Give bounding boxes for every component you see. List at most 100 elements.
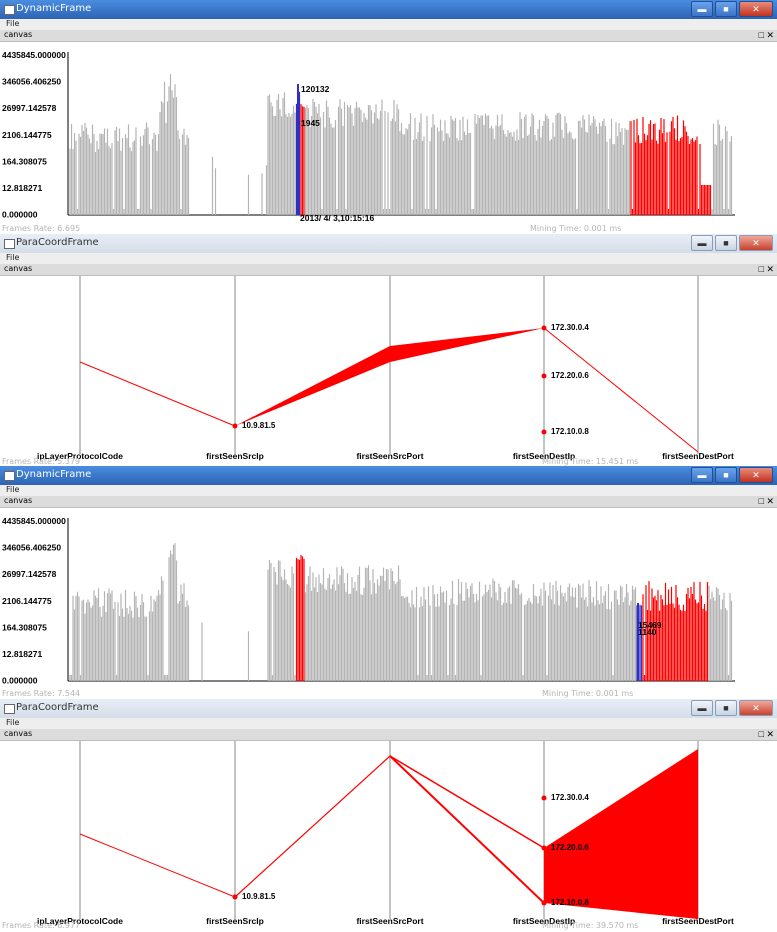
point-label: 172.10.0.8 (551, 427, 589, 436)
dynamic-frame-window-2: DynamicFrame ▬ ■ ✕ File canvas □ ✕ 44358… (0, 466, 777, 699)
y-tick-label: 346056.406250 (2, 543, 61, 553)
axis-point (541, 795, 547, 801)
axis-label: firstSeenDestIp (513, 451, 575, 461)
axis-label: firstSeenDestPort (662, 916, 734, 926)
axis-point (232, 894, 238, 900)
bars-group (69, 74, 733, 215)
axis-label: firstSeenDestIp (513, 916, 575, 926)
panel-restore-button[interactable]: □ (758, 496, 764, 506)
close-button[interactable]: ✕ (739, 1, 773, 17)
polyline (389, 755, 545, 904)
polyline (389, 755, 545, 849)
bar-chart[interactable]: 4435845.000000 346056.406250 26997.142578 2… (0, 42, 777, 227)
y-tick-label: 0.000000 (2, 676, 38, 686)
minimize-button[interactable]: ▬ (691, 235, 713, 251)
y-tick-label: 4435845.000000 (2, 50, 66, 60)
paracoord-frame-window-1: ParaCoordFrame ▬ ■ ✕ File canvas □ ✕ ipL… (0, 234, 777, 466)
point-label: 172.20.0.6 (551, 371, 589, 380)
close-button[interactable]: ✕ (739, 467, 773, 483)
dynamic-frame-window-1: DynamicFrame ▬ ■ ✕ File canvas □ ✕ 44358… (0, 0, 777, 234)
title-bar[interactable]: ParaCoordFrame ▬ ■ ✕ (0, 234, 777, 253)
point-label: 172.30.0.4 (551, 793, 589, 802)
paracoord-frame-window-2: ParaCoordFrame ▬ ■ ✕ File canvas □ ✕ ipL… (0, 699, 777, 932)
polyline (234, 755, 391, 898)
y-tick-label: 2106.144775 (2, 596, 52, 606)
point-label: 10.9.81.5 (242, 892, 276, 901)
close-button[interactable]: ✕ (739, 700, 773, 716)
canvas-header: canvas □ ✕ (0, 729, 777, 741)
cursor-label: 15469 (638, 620, 662, 630)
mining-time: Mining Time: 15.451 ms (542, 457, 639, 466)
mining-time: Mining Time: 39.570 ms (542, 921, 639, 930)
menu-bar: File (0, 718, 777, 729)
panel-restore-button[interactable]: □ (758, 729, 764, 739)
window-title: ParaCoordFrame (16, 237, 99, 248)
window-icon (4, 471, 15, 481)
y-tick-label: 12.818271 (2, 649, 42, 659)
panel-close-button[interactable]: ✕ (766, 729, 774, 739)
polyline (543, 327, 699, 453)
timestamp-label: 2013/ 4/ 3,10:15:16 (300, 213, 374, 223)
axis-point (541, 900, 547, 906)
minimize-button[interactable]: ▬ (691, 467, 713, 483)
parallel-coordinates-plot[interactable]: ipLayerProtocolCode firstSeenSrcIp firstSe… (0, 276, 777, 466)
maximize-button[interactable]: ■ (715, 1, 737, 17)
cursor-label: 1945 (301, 118, 320, 128)
y-tick-label: 164.308075 (2, 622, 47, 632)
axis-point (541, 845, 547, 851)
y-tick-label: 2106.144775 (2, 130, 52, 140)
cursor-label: 120132 (301, 84, 330, 94)
cursor-label: 1140 (638, 627, 657, 637)
canvas-label: canvas (4, 30, 33, 39)
y-tick-label: 0.000000 (2, 210, 38, 220)
panel-restore-button[interactable]: □ (758, 264, 764, 274)
y-tick-label: 12.818271 (2, 183, 42, 193)
menu-file[interactable]: File (6, 253, 20, 262)
title-bar[interactable]: DynamicFrame ▬ ■ ✕ (0, 466, 777, 485)
y-tick-label: 346056.406250 (2, 77, 61, 87)
y-tick-label: 26997.142578 (2, 103, 57, 113)
minimize-button[interactable]: ▬ (691, 700, 713, 716)
axis-label: firstSeenDestPort (662, 451, 734, 461)
canvas-label: canvas (4, 496, 33, 505)
menu-bar: File (0, 485, 777, 496)
window-icon (4, 704, 15, 714)
panel-close-button[interactable]: ✕ (766, 30, 774, 40)
close-button[interactable]: ✕ (739, 235, 773, 251)
line-bundle (235, 346, 390, 426)
axis-label: ipLayerProtocolCode (37, 916, 123, 926)
polyline (543, 847, 699, 920)
panel-restore-button[interactable]: □ (758, 30, 764, 40)
axis-label: firstSeenSrcPort (356, 451, 423, 461)
window-title: DynamicFrame (16, 3, 92, 14)
polyline (79, 361, 236, 427)
axis-label: firstSeenSrcPort (356, 916, 423, 926)
canvas-header: canvas □ ✕ (0, 496, 777, 508)
y-tick-label: 164.308075 (2, 156, 47, 166)
menu-file[interactable]: File (6, 718, 20, 727)
mining-time: Mining Time: 0.001 ms (542, 689, 634, 698)
menu-file[interactable]: File (6, 19, 20, 28)
title-bar[interactable]: DynamicFrame ▬ ■ ✕ (0, 0, 777, 19)
panel-close-button[interactable]: ✕ (766, 264, 774, 274)
window-icon (4, 239, 15, 249)
line-bundle (544, 749, 698, 919)
bars-group (69, 543, 733, 681)
point-label: 172.30.0.4 (551, 323, 589, 332)
maximize-button[interactable]: ■ (715, 467, 737, 483)
title-bar[interactable]: ParaCoordFrame ▬ ■ ✕ (0, 699, 777, 718)
y-tick-label: 26997.142578 (2, 569, 57, 579)
menu-bar: File (0, 253, 777, 264)
maximize-button[interactable]: ■ (715, 235, 737, 251)
axis-point (232, 423, 238, 429)
panel-close-button[interactable]: ✕ (766, 496, 774, 506)
minimize-button[interactable]: ▬ (691, 1, 713, 17)
frames-rate: Frames Rate: 5.379 (2, 457, 81, 466)
menu-file[interactable]: File (6, 485, 20, 494)
parallel-coordinates-plot[interactable]: ipLayerProtocolCode firstSeenSrcIp firstSe… (0, 741, 777, 931)
bar-chart[interactable]: 4435845.000000 346056.406250 26997.142578 2… (0, 508, 777, 693)
point-label: 172.10.0.8 (551, 898, 589, 907)
axis-label: firstSeenSrcIp (206, 451, 264, 461)
maximize-button[interactable]: ■ (715, 700, 737, 716)
point-label: 10.9.81.5 (242, 421, 276, 430)
